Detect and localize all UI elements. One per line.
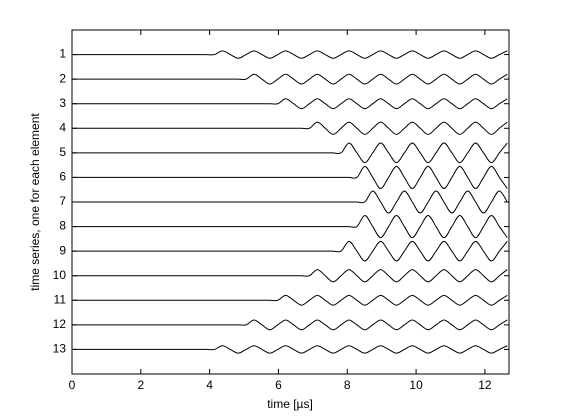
series-line	[71, 190, 508, 214]
y-tick-label: 11	[54, 292, 67, 306]
y-tick-label: 6	[59, 170, 66, 184]
y-tick-label: 2	[59, 71, 66, 85]
x-tick-label: 4	[206, 378, 213, 392]
x-tick-label: 12	[478, 378, 492, 392]
series-line	[72, 50, 508, 59]
x-tick-label: 10	[409, 378, 423, 392]
y-tick-label: 4	[59, 120, 66, 134]
series-line	[72, 121, 508, 135]
x-tick-label: 0	[69, 378, 76, 392]
series-line	[72, 269, 508, 283]
y-axis-label: time series, one for each element	[28, 113, 42, 291]
series-line	[72, 294, 508, 306]
series-line	[72, 319, 508, 331]
series-line	[72, 98, 508, 110]
y-tick-label: 12	[53, 317, 67, 331]
x-tick-label: 8	[344, 378, 351, 392]
y-tick-label: 8	[59, 219, 66, 233]
series-line	[72, 215, 508, 239]
series-line	[72, 165, 508, 189]
y-tick-label: 3	[59, 96, 66, 110]
x-tick-label: 2	[137, 378, 144, 392]
y-tick-label: 13	[53, 342, 67, 356]
y-tick-label: 1	[59, 47, 66, 61]
y-tick-label: 10	[53, 268, 67, 282]
series-line	[72, 142, 508, 164]
series-line	[72, 345, 508, 354]
x-axis-label: time [µs]	[267, 397, 313, 411]
series-line	[72, 240, 508, 262]
y-tick-label: 7	[59, 194, 66, 208]
series-line	[71, 73, 508, 85]
y-tick-label: 9	[59, 243, 66, 257]
y-tick-label: 5	[59, 145, 66, 159]
x-tick-label: 6	[275, 378, 282, 392]
